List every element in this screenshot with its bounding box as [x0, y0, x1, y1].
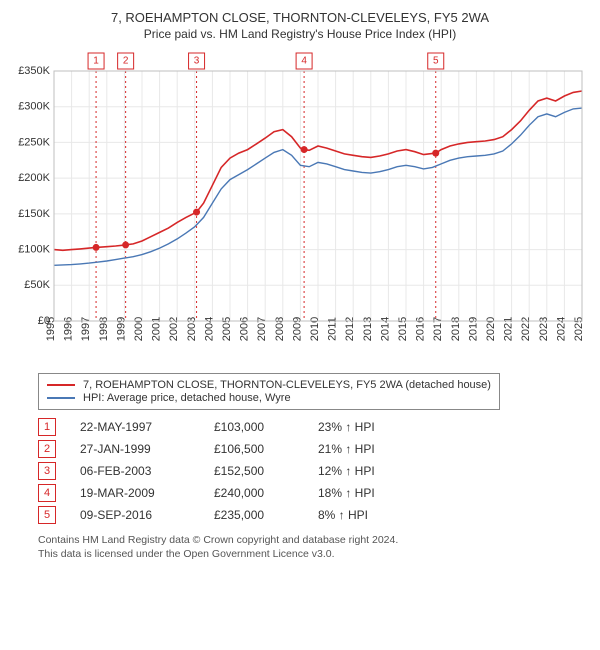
- transaction-price: £240,000: [214, 486, 294, 500]
- svg-text:1: 1: [93, 56, 99, 67]
- legend-label: HPI: Average price, detached house, Wyre: [83, 392, 291, 404]
- svg-text:2014: 2014: [379, 317, 391, 341]
- transaction-hpi: 8% ↑ HPI: [318, 508, 408, 522]
- svg-text:2008: 2008: [274, 317, 286, 341]
- svg-text:£200K: £200K: [18, 172, 50, 184]
- svg-text:2010: 2010: [309, 317, 321, 341]
- transaction-marker: 4: [38, 484, 56, 502]
- svg-text:2001: 2001: [151, 317, 163, 341]
- transaction-hpi: 12% ↑ HPI: [318, 464, 408, 478]
- transaction-price: £235,000: [214, 508, 294, 522]
- svg-text:2024: 2024: [555, 317, 567, 341]
- svg-text:2019: 2019: [467, 317, 479, 341]
- svg-text:2022: 2022: [520, 317, 532, 341]
- svg-text:5: 5: [433, 56, 439, 67]
- svg-text:2012: 2012: [344, 317, 356, 341]
- legend: 7, ROEHAMPTON CLOSE, THORNTON-CLEVELEYS,…: [38, 373, 500, 410]
- svg-text:1997: 1997: [80, 317, 92, 341]
- transaction-marker: 5: [38, 506, 56, 524]
- svg-text:2021: 2021: [503, 317, 515, 341]
- svg-text:2009: 2009: [291, 317, 303, 341]
- svg-text:2018: 2018: [450, 317, 462, 341]
- svg-text:£300K: £300K: [18, 101, 50, 113]
- transaction-row: 4 19-MAR-2009 £240,000 18% ↑ HPI: [38, 484, 592, 502]
- transaction-hpi: 21% ↑ HPI: [318, 442, 408, 456]
- svg-text:4: 4: [301, 56, 307, 67]
- svg-text:3: 3: [194, 56, 200, 67]
- svg-text:2007: 2007: [256, 317, 268, 341]
- transaction-row: 5 09-SEP-2016 £235,000 8% ↑ HPI: [38, 506, 592, 524]
- transaction-date: 22-MAY-1997: [80, 420, 190, 434]
- footer-line-1: Contains HM Land Registry data © Crown c…: [38, 534, 592, 548]
- transaction-marker: 1: [38, 418, 56, 436]
- svg-text:2017: 2017: [432, 317, 444, 341]
- svg-text:2006: 2006: [239, 317, 251, 341]
- svg-text:2002: 2002: [168, 317, 180, 341]
- svg-text:2013: 2013: [362, 317, 374, 341]
- legend-swatch: [47, 397, 75, 399]
- line-chart: £0£50K£100K£150K£200K£250K£300K£350K1995…: [8, 47, 592, 367]
- transaction-row: 2 27-JAN-1999 £106,500 21% ↑ HPI: [38, 440, 592, 458]
- chart-subtitle: Price paid vs. HM Land Registry's House …: [8, 27, 592, 41]
- svg-text:2015: 2015: [397, 317, 409, 341]
- transaction-marker: 2: [38, 440, 56, 458]
- transaction-price: £103,000: [214, 420, 294, 434]
- transaction-date: 06-FEB-2003: [80, 464, 190, 478]
- footer-attribution: Contains HM Land Registry data © Crown c…: [38, 534, 592, 561]
- svg-text:£350K: £350K: [18, 65, 50, 77]
- svg-text:2005: 2005: [221, 317, 233, 341]
- legend-row: HPI: Average price, detached house, Wyre: [47, 392, 491, 404]
- svg-text:2020: 2020: [485, 317, 497, 341]
- svg-text:£150K: £150K: [18, 208, 50, 220]
- svg-text:2025: 2025: [573, 317, 585, 341]
- svg-text:£250K: £250K: [18, 136, 50, 148]
- svg-text:£100K: £100K: [18, 243, 50, 255]
- transaction-marker: 3: [38, 462, 56, 480]
- svg-text:1998: 1998: [98, 317, 110, 341]
- transaction-date: 27-JAN-1999: [80, 442, 190, 456]
- transaction-row: 1 22-MAY-1997 £103,000 23% ↑ HPI: [38, 418, 592, 436]
- transaction-price: £106,500: [214, 442, 294, 456]
- transaction-hpi: 23% ↑ HPI: [318, 420, 408, 434]
- transaction-date: 09-SEP-2016: [80, 508, 190, 522]
- transactions-table: 1 22-MAY-1997 £103,000 23% ↑ HPI 2 27-JAN-199…: [38, 418, 592, 524]
- legend-row: 7, ROEHAMPTON CLOSE, THORNTON-CLEVELEYS,…: [47, 379, 491, 391]
- legend-swatch: [47, 384, 75, 386]
- legend-label: 7, ROEHAMPTON CLOSE, THORNTON-CLEVELEYS,…: [83, 379, 491, 391]
- svg-text:2004: 2004: [203, 317, 215, 341]
- transaction-date: 19-MAR-2009: [80, 486, 190, 500]
- chart-title: 7, ROEHAMPTON CLOSE, THORNTON-CLEVELEYS,…: [8, 10, 592, 25]
- svg-text:2000: 2000: [133, 317, 145, 341]
- svg-text:1996: 1996: [63, 317, 75, 341]
- svg-text:2016: 2016: [415, 317, 427, 341]
- svg-text:2003: 2003: [186, 317, 198, 341]
- svg-text:2023: 2023: [538, 317, 550, 341]
- svg-text:£50K: £50K: [24, 279, 50, 291]
- footer-line-2: This data is licensed under the Open Gov…: [38, 548, 592, 562]
- svg-text:1999: 1999: [115, 317, 127, 341]
- chart-area: £0£50K£100K£150K£200K£250K£300K£350K1995…: [8, 47, 592, 367]
- transaction-hpi: 18% ↑ HPI: [318, 486, 408, 500]
- transaction-row: 3 06-FEB-2003 £152,500 12% ↑ HPI: [38, 462, 592, 480]
- svg-text:1995: 1995: [45, 317, 57, 341]
- transaction-price: £152,500: [214, 464, 294, 478]
- svg-text:2: 2: [123, 56, 129, 67]
